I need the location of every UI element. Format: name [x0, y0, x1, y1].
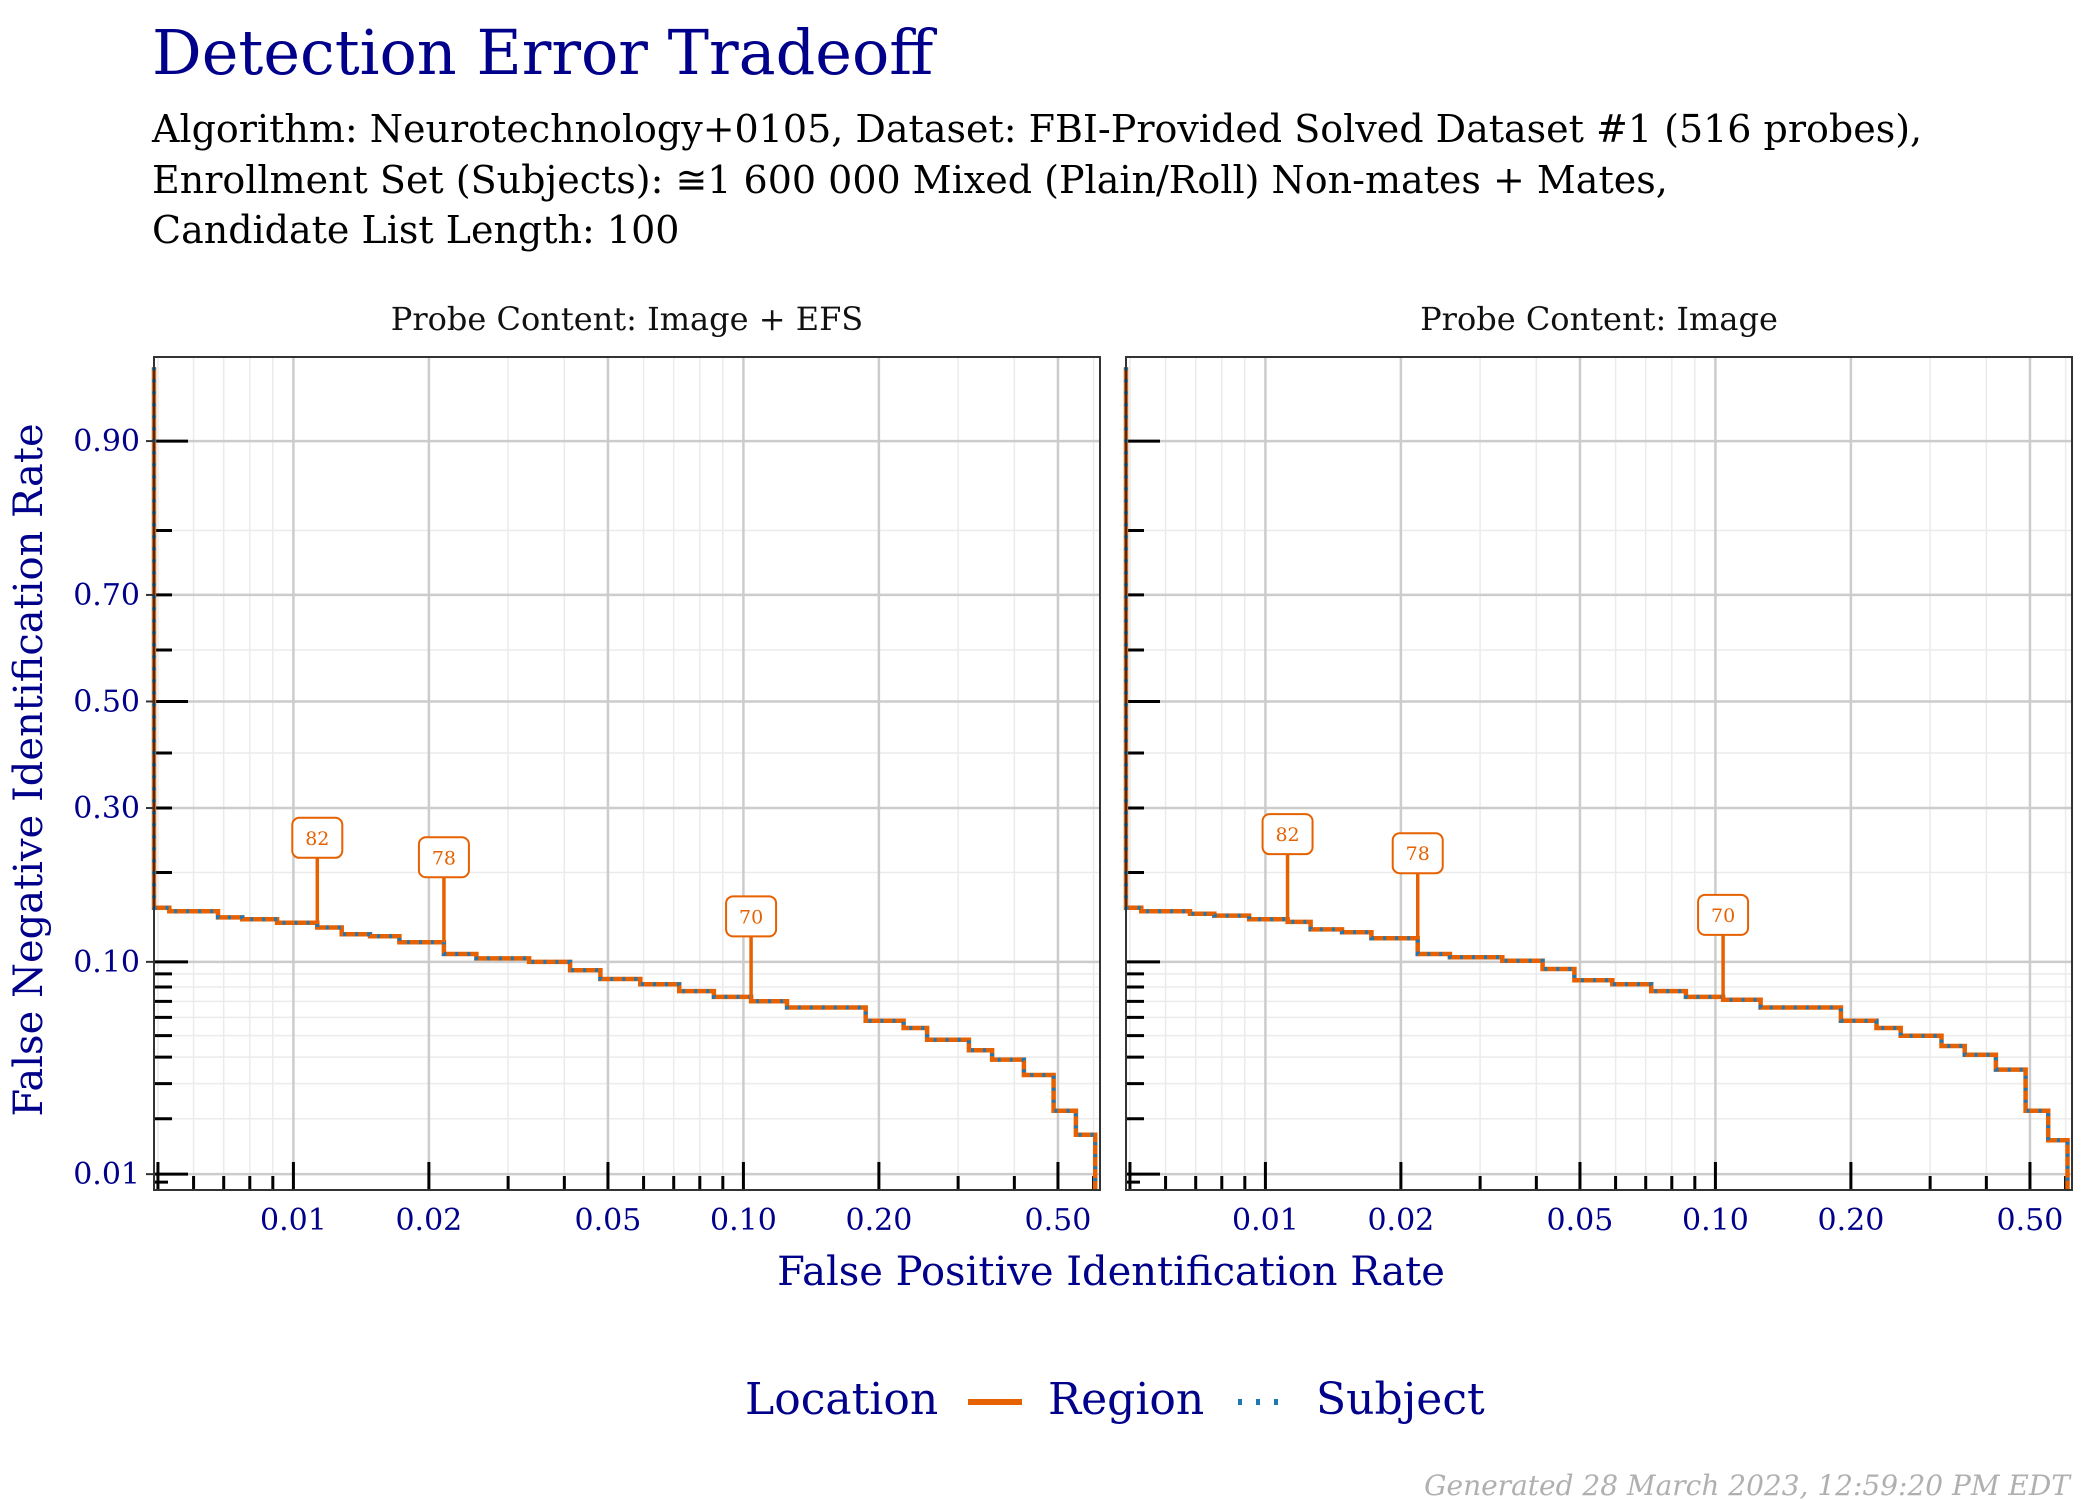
x-tick-label: 0.01	[260, 1203, 327, 1238]
legend-title: Location	[745, 1374, 938, 1425]
x-tick-label: 0.01	[1232, 1203, 1299, 1238]
panel-border	[153, 356, 1101, 1191]
annotation-label-text: 78	[432, 847, 456, 869]
annotation-label-text: 78	[1406, 843, 1430, 865]
annotation-label-box	[725, 895, 778, 938]
y-tick-label: 0.10	[73, 945, 140, 980]
x-tick-label: 0.05	[575, 1203, 642, 1238]
annotation-label-box	[1261, 813, 1314, 856]
annotation-label-box	[1391, 832, 1444, 875]
panel-strip-label: Probe Content: Image	[1420, 300, 1778, 338]
panel-border	[1125, 356, 2073, 1191]
annotation-label-text: 82	[1275, 824, 1299, 846]
annotation-label-text: 70	[739, 906, 763, 928]
panel-strip-label: Probe Content: Image + EFS	[391, 300, 863, 338]
annotation-label-box	[417, 836, 470, 879]
x-tick-label: 0.10	[1682, 1203, 1749, 1238]
x-tick-label: 0.50	[1997, 1203, 2064, 1238]
panel-background	[154, 357, 1100, 1190]
series-subject-line	[1124, 367, 2070, 1190]
y-axis-label: False Negative Identification Rate	[6, 423, 52, 1116]
chart-subtitle-line-1: Algorithm: Neurotechnology+0105, Dataset…	[151, 107, 1922, 151]
x-tick-label: 0.50	[1025, 1203, 1092, 1238]
legend: Location Region Subject	[745, 1374, 1485, 1425]
panel-image: Probe Content: Image 82 78 70 0.01 0.02 0.05 0.…	[1123, 300, 2073, 1238]
chart-subtitle-line-2: Enrollment Set (Subjects): ≅1 600 000 Mi…	[152, 158, 1668, 202]
y-tick-label: 0.70	[73, 578, 140, 613]
x-tick-label: 0.02	[1367, 1203, 1434, 1238]
annotation-label-box	[291, 816, 344, 859]
y-tick-label: 0.01	[73, 1157, 140, 1192]
series-subject-line	[152, 367, 1098, 1190]
legend-label-subject: Subject	[1316, 1374, 1485, 1425]
panel-background	[1126, 357, 2072, 1190]
x-tick-label: 0.10	[710, 1203, 777, 1238]
x-tick-label: 0.20	[845, 1203, 912, 1238]
x-tick-label: 0.05	[1547, 1203, 1614, 1238]
y-tick-label: 0.30	[73, 791, 140, 826]
x-axis-label: False Positive Identification Rate	[777, 1249, 1445, 1295]
annotation-label-text: 82	[305, 828, 329, 850]
generated-footer: Generated 28 March 2023, 12:59:20 PM EDT	[1424, 1469, 2072, 1500]
panel-image-efs: Probe Content: Image + EFS 82 78 70 0.01 0.02…	[73, 300, 1101, 1238]
legend-label-region: Region	[1048, 1374, 1204, 1425]
chart-subtitle-line-3: Candidate List Length: 100	[152, 208, 679, 252]
chart-title: Detection Error Tradeoff	[152, 16, 937, 89]
y-tick-label: 0.50	[73, 684, 140, 719]
x-tick-label: 0.20	[1817, 1203, 1884, 1238]
annotation-label-box	[1697, 893, 1750, 936]
x-tick-label: 0.02	[395, 1203, 462, 1238]
y-tick-label: 0.90	[73, 424, 140, 459]
annotation-label-text: 70	[1711, 905, 1735, 927]
